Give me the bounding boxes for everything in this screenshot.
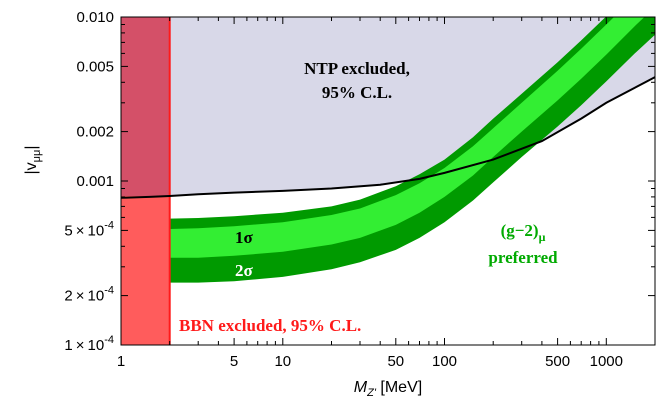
x-tick-label: 1 xyxy=(117,353,125,370)
ntp-annotation-line2: 95% C.L. xyxy=(322,83,392,102)
one-sigma-band xyxy=(121,17,645,260)
ntp-excluded-region xyxy=(121,17,655,198)
y-tick-label: 5 × 10-4 xyxy=(64,219,114,239)
bbn-ntp-overlap-region xyxy=(121,17,170,196)
g2-annotation-line2: preferred xyxy=(488,248,558,267)
x-tick-label: 5 xyxy=(230,353,238,370)
one-sigma-label: 1σ xyxy=(235,228,254,247)
x-tick-label: 50 xyxy=(387,353,404,370)
y-tick-label: 1 × 10-4 xyxy=(64,334,114,354)
bbn-annotation: BBN excluded, 95% C.L. xyxy=(179,316,361,335)
x-tick-labels: 1 5 10 50 100 500 1000 xyxy=(117,353,623,370)
y-tick-label: 2 × 10-4 xyxy=(64,285,114,305)
x-tick-label: 500 xyxy=(545,353,570,370)
y-tick-label: 0.002 xyxy=(76,124,114,141)
x-axis-label: MZ' [MeV] xyxy=(354,379,422,399)
two-sigma-label: 2σ xyxy=(235,261,254,280)
y-tick-label: 0.001 xyxy=(76,173,114,190)
x-tick-label: 1000 xyxy=(590,353,623,370)
ntp-bound-line xyxy=(121,76,655,199)
y-tick-labels: 1 × 10-4 2 × 10-4 5 × 10-4 0.001 0.002 0.005 0… xyxy=(64,9,114,354)
plot-area xyxy=(121,17,655,345)
g2-annotation-line1: (g−2)μ xyxy=(501,221,546,244)
x-tick-label: 10 xyxy=(274,353,291,370)
y-axis-label: |vμμ| xyxy=(23,146,43,175)
y-tick-label: 0.005 xyxy=(76,58,114,75)
y-tick-label: 0.010 xyxy=(76,9,114,26)
x-tick-label: 100 xyxy=(432,353,457,370)
ntp-annotation-line1: NTP excluded, xyxy=(304,59,410,78)
two-sigma-band xyxy=(121,17,655,286)
tick-marks xyxy=(120,16,656,346)
